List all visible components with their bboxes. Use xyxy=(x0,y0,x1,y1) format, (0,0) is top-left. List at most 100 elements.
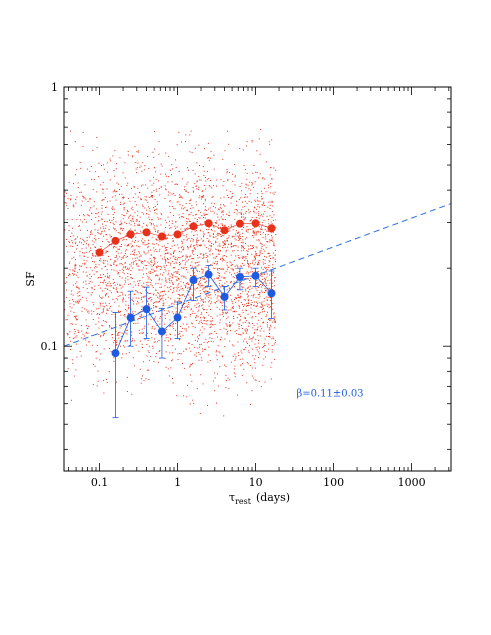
scatter-point xyxy=(202,255,204,257)
scatter-point xyxy=(122,256,124,258)
scatter-point xyxy=(190,350,192,352)
scatter-point xyxy=(191,380,193,382)
scatter-point xyxy=(123,239,125,241)
scatter-point xyxy=(271,200,273,202)
scatter-point xyxy=(149,356,151,358)
scatter-point xyxy=(255,297,257,299)
scatter-point xyxy=(114,260,116,262)
scatter-point xyxy=(178,131,180,133)
scatter-point xyxy=(94,235,96,237)
scatter-point xyxy=(133,293,135,295)
scatter-point xyxy=(217,295,219,297)
scatter-point xyxy=(192,310,194,312)
scatter-point xyxy=(85,271,87,273)
scatter-point xyxy=(145,268,147,270)
scatter-point xyxy=(150,332,152,334)
scatter-point xyxy=(171,311,173,313)
scatter-point xyxy=(152,223,154,225)
scatter-point xyxy=(184,264,186,266)
scatter-point xyxy=(246,287,248,289)
scatter-point xyxy=(206,294,208,296)
scatter-point xyxy=(236,209,237,211)
scatter-point xyxy=(268,306,270,308)
scatter-point xyxy=(218,276,220,278)
scatter-point xyxy=(250,338,252,340)
scatter-point xyxy=(230,202,232,204)
x-axis-label-subscript: rest xyxy=(235,497,252,506)
scatter-point xyxy=(255,252,257,254)
scatter-point xyxy=(150,261,152,263)
scatter-point xyxy=(242,236,244,237)
scatter-point xyxy=(261,228,263,230)
scatter-point xyxy=(110,292,112,294)
scatter-point xyxy=(154,148,156,150)
scatter-point xyxy=(232,344,233,346)
scatter-point xyxy=(155,289,156,291)
scatter-point xyxy=(248,352,250,354)
scatter-point xyxy=(242,206,244,208)
scatter-point xyxy=(116,270,118,272)
scatter-point xyxy=(74,329,76,330)
scatter-point xyxy=(112,334,113,335)
scatter-point xyxy=(119,295,121,297)
scatter-point xyxy=(275,321,276,323)
scatter-point xyxy=(264,255,266,257)
scatter-point xyxy=(238,352,239,354)
scatter-point xyxy=(249,336,250,338)
scatter-point xyxy=(92,302,94,303)
scatter-point xyxy=(181,294,183,296)
scatter-point xyxy=(229,261,231,263)
scatter-point xyxy=(121,244,122,245)
scatter-point xyxy=(208,354,209,356)
scatter-point xyxy=(146,196,148,198)
scatter-point xyxy=(176,311,178,313)
scatter-point xyxy=(268,187,270,189)
scatter-point xyxy=(249,193,251,195)
scatter-point xyxy=(109,200,111,202)
scatter-point xyxy=(226,264,228,266)
scatter-point xyxy=(251,367,253,369)
scatter-point xyxy=(229,191,231,192)
scatter-point xyxy=(137,151,139,153)
scatter-point xyxy=(124,202,125,204)
scatter-point xyxy=(79,291,81,293)
scatter-point xyxy=(194,230,196,232)
scatter-point xyxy=(233,372,235,374)
scatter-point xyxy=(259,200,261,202)
scatter-point xyxy=(119,263,121,265)
scatter-point xyxy=(87,292,89,293)
scatter-point xyxy=(70,198,72,200)
scatter-point xyxy=(224,240,226,242)
scatter-point xyxy=(181,231,183,233)
scatter-point xyxy=(185,209,187,211)
scatter-point xyxy=(164,253,166,255)
scatter-point xyxy=(197,255,198,256)
scatter-point xyxy=(125,256,127,258)
scatter-point xyxy=(248,209,249,211)
scatter-point xyxy=(128,306,130,308)
scatter-point xyxy=(132,220,134,222)
scatter-point xyxy=(252,245,254,247)
scatter-point xyxy=(93,205,95,207)
scatter-point xyxy=(95,247,97,248)
scatter-point xyxy=(208,208,210,210)
scatter-point xyxy=(204,278,206,280)
scatter-point xyxy=(117,283,118,285)
scatter-point xyxy=(78,287,80,289)
scatter-point xyxy=(238,212,240,214)
scatter-point xyxy=(135,162,137,163)
scatter-point xyxy=(122,301,124,303)
scatter-point xyxy=(94,365,96,367)
scatter-point xyxy=(171,302,173,304)
scatter-point xyxy=(111,196,113,198)
scatter-point xyxy=(208,239,210,241)
scatter-point xyxy=(208,229,210,231)
scatter-point xyxy=(205,246,207,248)
scatter-point xyxy=(133,253,135,255)
scatter-point xyxy=(130,277,132,279)
scatter-point xyxy=(124,340,126,342)
scatter-point xyxy=(99,336,101,338)
scatter-point xyxy=(184,186,186,188)
scatter-point xyxy=(116,190,118,192)
scatter-point xyxy=(234,238,236,240)
